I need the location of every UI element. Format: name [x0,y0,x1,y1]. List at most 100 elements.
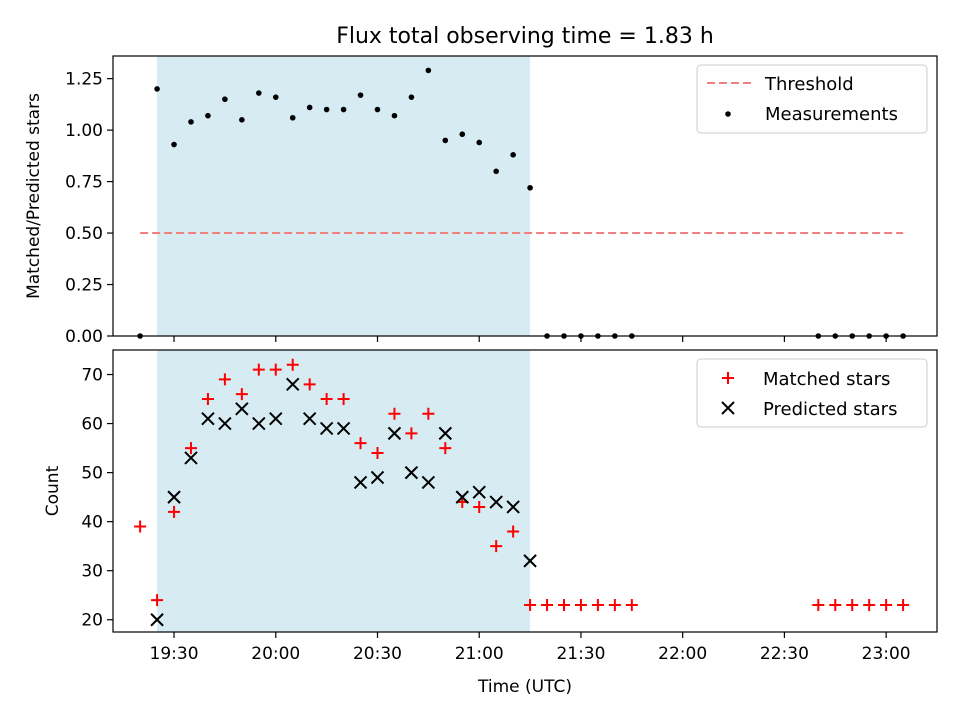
measurement-point [222,96,228,103]
predicted-star-point [455,490,469,504]
matched-star-point [371,446,384,459]
predicted-star-point [201,411,215,426]
y-tick-label: 1.00 [65,121,103,141]
y-tick-label: 40 [81,513,103,533]
ratio-legend: Threshold Measurements [696,64,928,134]
measurement-point [374,106,381,113]
matched-star-point [286,358,299,371]
matched-star-point [490,540,503,553]
count-axes-frame [112,349,938,633]
matched-star-point [507,525,520,538]
matched-star-point [184,442,197,455]
count-legend-box [696,358,928,428]
predicted-star-point [370,470,385,485]
count-y-axis-label: Count [43,465,63,516]
ratio-axes-frame [112,55,938,337]
predicted-star-point [387,426,402,441]
matched-star-point [134,520,147,533]
predicted-star-point [150,613,164,627]
matched-star-point [625,599,638,612]
predicted-star-point [235,402,249,416]
x-tick-label: 22:30 [760,644,809,664]
matched-star-point [354,437,367,450]
ratio-y-ticks: 0.00 0.25 0.50 0.75 1.00 1.25 [65,70,113,347]
measurement-point [357,92,364,98]
matched-star-point [574,599,587,612]
matched-star-point [337,393,350,406]
measurement-point [340,106,347,113]
legend-measurements-label: Measurements [765,104,898,125]
measurement-point [272,94,279,100]
legend-predicted-swatch [721,401,735,415]
predicted-star-point [302,411,317,426]
measurement-point [510,152,516,158]
predicted-star-point [167,490,181,504]
predicted-star-point [404,465,419,480]
ratio-legend-box [696,64,928,134]
matched-star-point [524,599,537,612]
x-tick-label: 19:30 [150,644,199,664]
y-tick-label: 1.25 [65,70,103,90]
count-points [134,358,910,627]
predicted-star-point [319,421,334,436]
measurement-point [188,119,194,125]
matched-star-point [608,599,621,612]
y-tick-label: 60 [81,415,103,435]
measurement-point [425,67,432,74]
observing-interval-shade [157,56,531,336]
matched-star-point [863,599,876,612]
measurement-point [493,168,499,175]
predicted-star-point [472,485,486,499]
count-panel: 20 30 40 50 60 70 19:30 20:00 20:30 21:00 21:30 22… [43,349,938,697]
count-legend: Matched stars Predicted stars [696,358,928,428]
predicted-star-point [523,554,537,568]
matched-star-point [252,363,265,376]
count-y-ticks: 20 30 40 50 60 70 [81,366,113,631]
matched-star-point [388,407,401,420]
matched-star-point [846,599,859,612]
predicted-star-point [336,421,351,436]
measurement-point [154,86,160,92]
x-tick-label: 21:30 [556,644,605,664]
x-tick-label: 20:00 [251,644,300,664]
measurement-point [476,139,483,146]
matched-star-point [591,599,604,612]
predicted-star-point [252,416,266,431]
measurement-point [289,114,296,121]
matched-star-point [303,378,316,391]
x-tick-label: 23:00 [862,644,911,664]
legend-matched-label: Matched stars [763,369,890,390]
predicted-star-point [184,451,198,465]
x-tick-label: 21:00 [455,644,504,664]
y-tick-label: 70 [81,366,103,386]
y-tick-label: 0.75 [65,173,103,193]
matched-star-point [422,407,435,420]
predicted-star-point [506,500,520,514]
measurement-point [306,104,313,111]
legend-matched-swatch [722,372,734,384]
measurement-points [137,67,906,339]
y-tick-label: 0.00 [65,327,103,347]
observing-interval-shade [157,350,531,632]
matched-star-point [897,599,910,612]
matched-star-point [235,388,248,401]
ratio-y-axis-label: Matched/Predicted stars [24,93,44,299]
matched-star-point [405,427,418,440]
x-axis-label: Time (UTC) [477,677,572,697]
matched-star-point [541,599,554,612]
y-tick-label: 0.25 [65,276,103,296]
predicted-star-point [218,416,232,431]
predicted-star-point [438,426,453,441]
y-tick-label: 30 [81,562,103,582]
chart-title: Flux total observing time = 1.83 h [336,24,714,49]
x-tick-label: 20:30 [353,644,402,664]
measurement-point [171,141,177,148]
predicted-star-point [269,411,283,426]
legend-measurements-swatch [725,111,731,117]
matched-star-point [201,393,214,406]
matched-star-point [269,363,282,376]
predicted-star-point [489,495,503,509]
ratio-panel: Flux total observing time = 1.83 h 0.00 0… [24,24,938,347]
legend-predicted-label: Predicted stars [763,399,897,420]
